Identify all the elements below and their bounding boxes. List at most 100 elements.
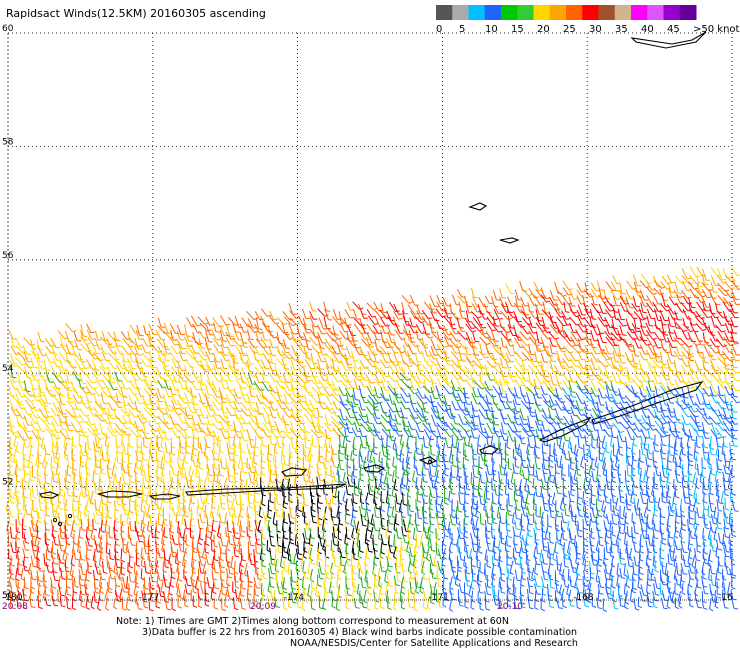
- wind-barb: [696, 365, 703, 377]
- wind-barb: [562, 287, 569, 296]
- wind-barb: [15, 357, 23, 366]
- wind-barb: [323, 387, 330, 396]
- wind-barb: [170, 329, 174, 340]
- wind-barb-feather: [606, 358, 611, 361]
- wind-barb: [58, 392, 62, 405]
- wind-barb: [430, 386, 435, 399]
- wind-barb: [612, 275, 618, 284]
- wind-barb: [157, 379, 163, 389]
- wind-barb: [667, 323, 671, 333]
- wind-barb: [604, 416, 611, 427]
- wind-barb: [393, 387, 398, 398]
- wind-barb: [170, 365, 179, 376]
- wind-barb: [631, 449, 634, 460]
- wind-barb: [528, 296, 535, 307]
- wind-barb-feather: [329, 393, 334, 397]
- wind-barb: [710, 364, 717, 374]
- wind-barb: [388, 409, 393, 421]
- wind-barb: [344, 387, 351, 397]
- wind-barb: [597, 316, 606, 327]
- wind-barb-feather: [146, 365, 151, 367]
- wind-barb-feather: [647, 282, 653, 284]
- wind-barb: [457, 322, 462, 332]
- wind-barb: [505, 358, 509, 368]
- wind-barb: [533, 386, 539, 398]
- wind-barb-feather: [456, 371, 461, 374]
- wind-barb: [410, 310, 416, 319]
- wind-barb: [660, 351, 663, 364]
- wind-barb: [667, 283, 671, 293]
- wind-barb-feather: [666, 434, 671, 437]
- wind-barb: [541, 316, 546, 329]
- wind-barb: [610, 336, 616, 346]
- wind-barb: [23, 428, 30, 439]
- wind-barb-feather: [128, 462, 133, 465]
- wind-barb: [562, 358, 570, 369]
- wind-barb: [176, 324, 182, 335]
- wind-barb-feather: [662, 435, 667, 438]
- wind-barb: [24, 371, 32, 381]
- wind-barb: [694, 421, 701, 431]
- wind-barb: [226, 371, 230, 381]
- wind-barb: [108, 422, 114, 433]
- wind-barb: [246, 310, 255, 320]
- wind-barb-feather: [215, 468, 220, 470]
- wind-barb: [415, 379, 421, 389]
- wind-barb: [464, 318, 472, 329]
- wind-barb: [653, 287, 661, 295]
- wind-barb: [402, 464, 406, 475]
- wind-barb: [399, 434, 403, 445]
- wind-barb: [123, 400, 127, 413]
- wind-barb: [352, 388, 356, 400]
- wind-barb: [38, 408, 46, 419]
- wind-barb: [471, 407, 475, 417]
- wind-barb: [520, 296, 526, 307]
- wind-barb: [57, 365, 64, 374]
- wind-barb-feather: [669, 445, 674, 449]
- legend-tick-label: 30: [589, 24, 602, 35]
- wind-barb: [715, 324, 723, 333]
- wind-barb-feather: [180, 452, 185, 455]
- wind-barb: [309, 408, 316, 418]
- wind-barb: [288, 303, 294, 315]
- wind-barb-feather: [659, 366, 664, 369]
- wind-barb: [696, 350, 703, 359]
- wind-barb: [633, 317, 637, 329]
- wind-barb: [675, 275, 683, 284]
- wind-barb: [233, 407, 238, 419]
- wind-barb: [554, 407, 560, 420]
- wind-barb-feather: [607, 376, 612, 378]
- wind-barb-feather: [43, 419, 48, 422]
- wind-barb: [331, 420, 340, 430]
- wind-barb: [84, 441, 87, 453]
- wind-barb: [23, 350, 29, 362]
- wind-barb: [121, 462, 125, 473]
- wind-barb: [239, 442, 242, 452]
- wind-barb-feather: [495, 452, 500, 454]
- wind-barb: [51, 442, 54, 453]
- wind-barb: [652, 301, 660, 313]
- wind-barb: [728, 457, 731, 470]
- wind-barb: [64, 367, 71, 376]
- wind-barb-feather: [704, 432, 709, 434]
- wind-barb: [463, 296, 469, 307]
- wind-barb: [647, 443, 650, 454]
- wind-barb-feather: [513, 380, 518, 383]
- wind-barb: [44, 338, 52, 347]
- wind-barb: [220, 378, 225, 389]
- wind-barb: [633, 392, 642, 402]
- wind-barb: [366, 332, 373, 344]
- wind-barb: [92, 386, 100, 397]
- wind-barb-feather: [84, 435, 90, 438]
- wind-barb-feather: [646, 343, 651, 346]
- wind-barb: [492, 338, 499, 349]
- wind-barb: [24, 366, 28, 378]
- wind-barb: [148, 323, 154, 335]
- wind-barb-feather: [497, 363, 502, 366]
- wind-barb: [647, 428, 651, 439]
- wind-barb-feather: [406, 378, 411, 381]
- wind-barb: [400, 378, 410, 389]
- wind-barb: [589, 393, 595, 404]
- wind-barb: [101, 330, 106, 341]
- wind-barb: [135, 329, 140, 340]
